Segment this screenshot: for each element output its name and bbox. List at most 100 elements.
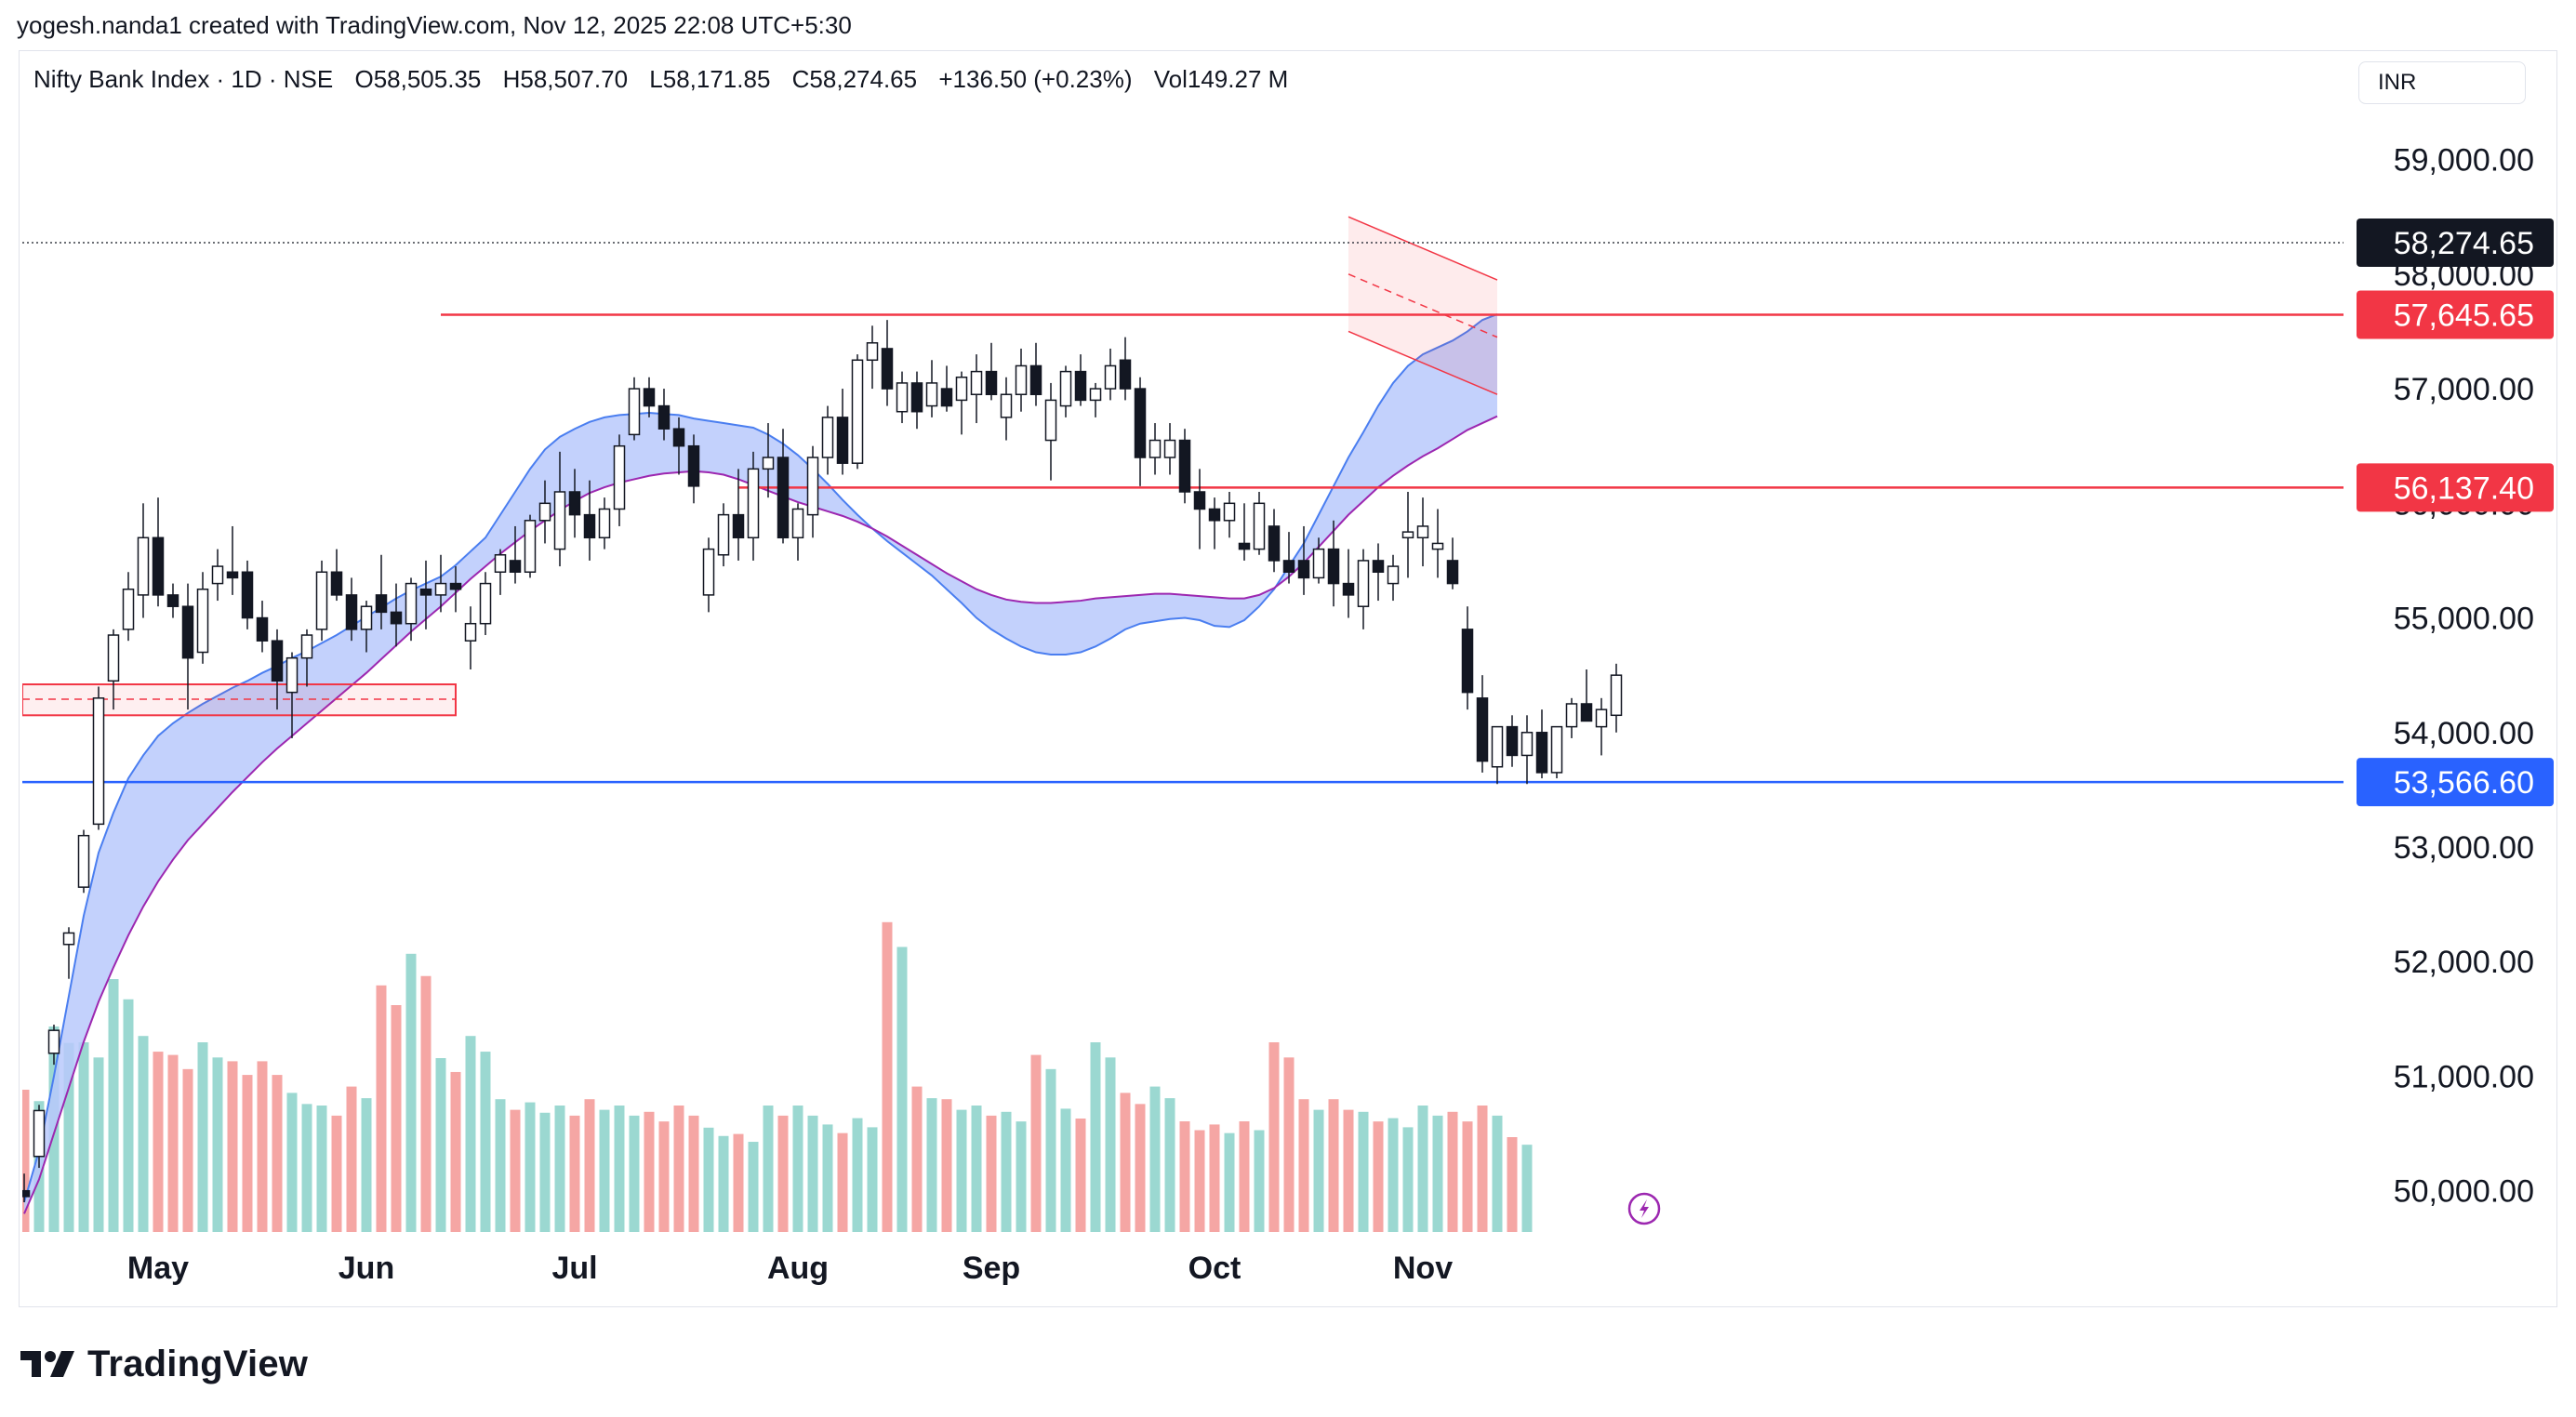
candle-up [122, 588, 135, 630]
volume-bar [197, 1042, 208, 1232]
candle-up [791, 508, 804, 539]
y-tick-label: 55,000.00 [2394, 602, 2534, 637]
volume-bar [1492, 1115, 1503, 1232]
candle-down [1342, 582, 1355, 596]
candle-up [1520, 732, 1534, 757]
candle-up [1149, 439, 1162, 458]
candle-down [22, 1189, 31, 1198]
candle-up [628, 388, 641, 436]
volume-bar [1120, 1093, 1131, 1232]
volume-bar [792, 1106, 803, 1232]
volume-bar [1194, 1130, 1205, 1232]
volume-bar [331, 1115, 342, 1232]
tradingview-brand[interactable]: TradingView [20, 1341, 308, 1387]
volume-bar [182, 1068, 193, 1232]
volume-bar [301, 1104, 312, 1232]
candle-up [1312, 548, 1325, 579]
close-value: C58,274.65 [791, 65, 918, 93]
candle-up [1000, 393, 1013, 418]
candle-down [449, 582, 462, 590]
candle-up [1015, 364, 1028, 395]
candle-up [821, 417, 834, 458]
volume-bar [1268, 1042, 1280, 1232]
volume-bar [1313, 1109, 1324, 1232]
candle-up [211, 565, 224, 585]
candle-down [940, 388, 953, 407]
candle-up [613, 444, 626, 510]
volume-bar [1328, 1099, 1339, 1232]
candle-up [1416, 525, 1429, 539]
price-tag-label: 53,566.60 [2394, 765, 2534, 801]
candle-up [553, 491, 566, 550]
y-tick-label: 53,000.00 [2394, 830, 2534, 866]
volume-bar [227, 1061, 238, 1232]
x-tick-label: Nov [1393, 1251, 1453, 1286]
candle-up [806, 457, 819, 516]
volume-bar [569, 1115, 580, 1232]
candle-down [1327, 548, 1340, 585]
candle-up [538, 502, 551, 522]
candle-down [1134, 388, 1147, 458]
candle-down [345, 594, 358, 630]
candle-up [137, 536, 150, 596]
volume-bar [510, 1109, 521, 1232]
candle-down [836, 417, 849, 464]
volume-bar [956, 1109, 967, 1232]
candle-up [360, 605, 373, 630]
currency-selector[interactable]: INR [2358, 61, 2526, 104]
candle-up [434, 582, 447, 596]
volume-bar [78, 1042, 89, 1232]
symbol-name[interactable]: Nifty Bank Index · 1D · NSE [33, 65, 334, 93]
candle-up [1595, 708, 1608, 728]
volume-bar [1045, 1068, 1056, 1232]
y-tick-label: 50,000.00 [2394, 1174, 2534, 1210]
candle-down [1282, 560, 1295, 574]
plot-area [22, 216, 2344, 1232]
price-tag [2357, 290, 2554, 339]
candle-up [747, 468, 760, 539]
volume-bar [1373, 1121, 1384, 1232]
candle-up [1357, 560, 1370, 607]
candle-down [1297, 560, 1310, 579]
volume-bar [837, 1132, 848, 1232]
candle-down [881, 348, 894, 390]
candle-up [524, 520, 537, 574]
candle-up [494, 554, 507, 574]
volume-bar [212, 1057, 223, 1232]
volume-bar [391, 1005, 402, 1232]
volume-bar [495, 1099, 506, 1232]
volume-bar [554, 1106, 565, 1232]
ema-fast-line [23, 313, 1498, 1203]
x-tick-label: May [127, 1251, 189, 1286]
volume-bar [22, 1090, 30, 1232]
volume-bar [242, 1075, 253, 1232]
volume-bar [1447, 1111, 1458, 1232]
candle-up [851, 359, 864, 464]
change-value: +136.50 (+0.23%) [938, 65, 1133, 93]
volume-bar [1105, 1057, 1116, 1232]
volume-bar [584, 1099, 595, 1232]
tradingview-wordmark: TradingView [87, 1343, 309, 1384]
candle-down [390, 611, 403, 625]
volume-bar [867, 1127, 878, 1232]
volume-bar [480, 1052, 491, 1232]
symbol-legend[interactable]: Nifty Bank Index · 1D · NSE O58,505.35 H… [33, 65, 1303, 94]
candle-down [657, 404, 671, 430]
candle-up [1089, 388, 1102, 402]
candle-up [1431, 542, 1444, 550]
volume-bar [376, 985, 387, 1232]
candle-up [925, 382, 938, 407]
candle-up [1401, 531, 1414, 539]
candle-up [1059, 370, 1072, 407]
x-tick-label: Jul [551, 1251, 597, 1286]
volume-bar [1432, 1115, 1443, 1232]
candle-down [1074, 370, 1087, 402]
volume-bar [316, 1106, 327, 1232]
candle-up [717, 513, 730, 556]
volume-bar [420, 975, 432, 1232]
candle-down [375, 594, 388, 614]
candle-down [330, 571, 343, 596]
candle-down [1372, 560, 1385, 574]
high-value: H58,507.70 [502, 65, 629, 93]
